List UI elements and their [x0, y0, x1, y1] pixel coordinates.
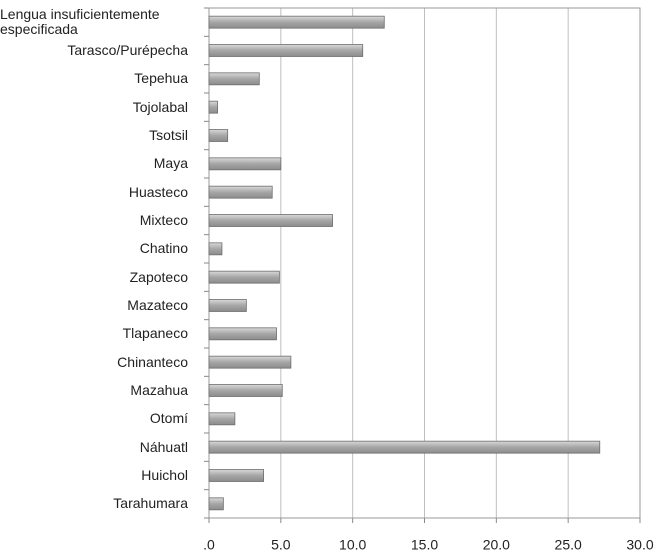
category-text: Tepehua — [134, 70, 188, 87]
y-tick-label: Tlapaneco — [0, 316, 188, 352]
bar — [208, 299, 247, 312]
bar — [208, 15, 385, 29]
category-text: Mazahua — [130, 381, 188, 398]
bar — [208, 100, 219, 114]
category-text: Zapoteco — [129, 268, 188, 285]
y-tick-label: Huasteco — [0, 174, 188, 210]
y-tick-label: Tarasco/Purépecha — [0, 32, 188, 68]
y-tick-label: Zapoteco — [0, 259, 188, 295]
bar — [208, 384, 283, 397]
category-text: Tojolabal — [132, 98, 188, 115]
y-tick-label: Mazahua — [0, 372, 188, 408]
x-tick-label: 15.0 — [411, 537, 438, 553]
x-tick-label: 10.0 — [339, 537, 366, 553]
y-tick-label: Mazateco — [0, 287, 188, 323]
y-tick-label: Chinanteco — [0, 344, 188, 380]
category-text: Otomí — [149, 410, 188, 427]
category-text: Náhuatl — [139, 438, 188, 455]
y-tick-label: Náhuatl — [0, 429, 188, 465]
y-tick-label: Otomí — [0, 401, 188, 437]
y-tick-label: Mixteco — [0, 202, 188, 238]
bar — [208, 440, 601, 454]
x-tick-label: 5.0 — [271, 537, 291, 553]
bar — [208, 412, 236, 426]
category-text: Mixteco — [139, 211, 188, 228]
bar — [208, 242, 223, 256]
y-tick-label: Tojolabal — [0, 89, 188, 125]
x-tick-label: 30.0 — [626, 537, 653, 553]
x-tick-label: 20.0 — [483, 537, 510, 553]
bar — [208, 497, 224, 511]
y-tick-label: Maya — [0, 146, 188, 182]
y-tick-label: Huichol — [0, 457, 188, 493]
bar — [208, 355, 292, 369]
bar — [208, 157, 282, 171]
bar — [208, 185, 273, 199]
y-tick-label: Chatino — [0, 231, 188, 267]
y-tick-label: Tepehua — [0, 61, 188, 97]
category-text: Chinanteco — [117, 353, 188, 370]
bar — [208, 270, 280, 284]
category-text: Tarahumara — [113, 495, 188, 512]
x-tick-label: 25.0 — [555, 537, 582, 553]
category-text: Chatino — [139, 240, 188, 257]
category-text: Huasteco — [128, 183, 188, 200]
bar — [208, 72, 260, 86]
category-text: Lengua insuficientemente especificada — [0, 6, 160, 38]
category-text: Maya — [153, 155, 188, 172]
x-tick-label: .0 — [203, 537, 215, 553]
y-tick-label: Tsotsil — [0, 117, 188, 153]
category-text: Tsotsil — [149, 126, 188, 143]
bar — [208, 129, 229, 142]
category-text: Tarasco/Purépecha — [67, 41, 188, 58]
bar — [208, 214, 333, 227]
category-text: Tlapaneco — [122, 325, 188, 342]
bar — [208, 44, 364, 57]
y-tick-label: Lengua insuficientemente especificada — [0, 4, 188, 40]
category-text: Huichol — [141, 466, 188, 483]
y-tick-label: Tarahumara — [0, 486, 188, 522]
bar — [208, 327, 277, 341]
category-text: Mazateco — [127, 296, 188, 313]
bar — [208, 469, 264, 482]
